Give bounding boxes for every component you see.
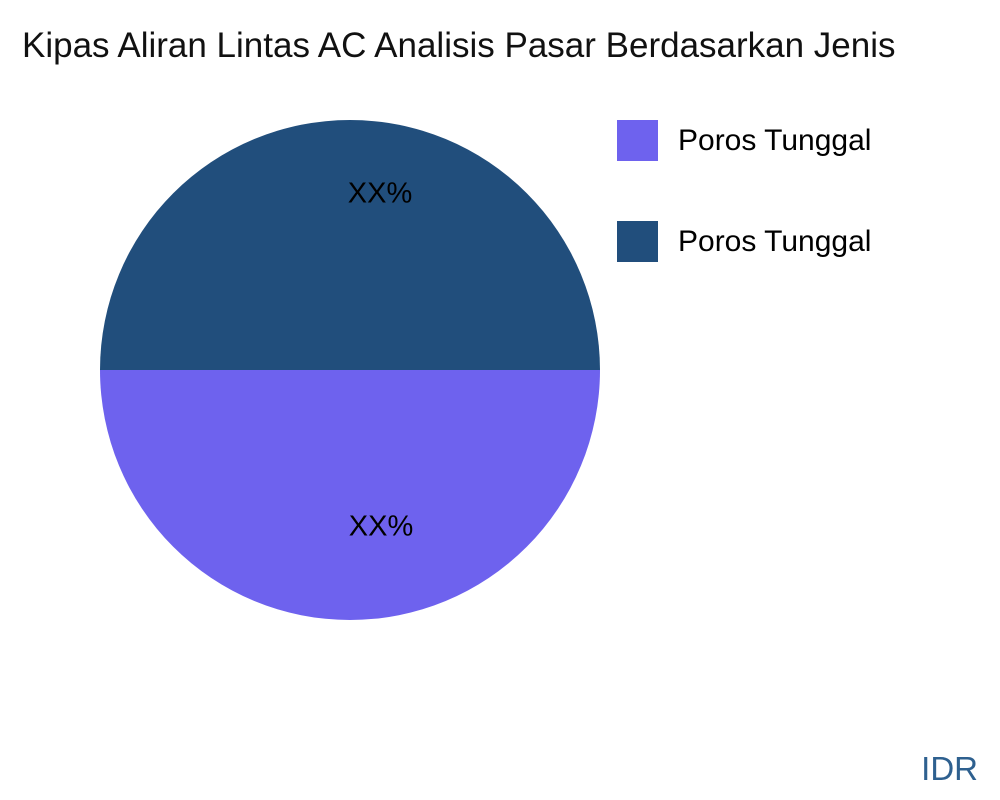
legend-swatch-navy <box>617 221 658 262</box>
legend-label: Poros Tunggal <box>678 123 872 157</box>
pie-slice-value-top: XX% <box>347 177 413 210</box>
legend-swatch-purple <box>617 120 658 161</box>
legend: Poros Tunggal Poros Tunggal <box>617 120 871 262</box>
pie-slice-value-bottom: XX% <box>348 510 414 543</box>
pie-slice-purple <box>100 370 600 620</box>
pie-slice-navy <box>100 120 600 370</box>
pie-chart: XX% XX% <box>100 120 600 620</box>
chart-title: Kipas Aliran Lintas AC Analisis Pasar Be… <box>22 26 896 65</box>
legend-item: Poros Tunggal <box>617 221 871 262</box>
currency-label: IDR <box>921 750 978 787</box>
legend-item: Poros Tunggal <box>617 120 871 161</box>
legend-label: Poros Tunggal <box>678 224 872 258</box>
